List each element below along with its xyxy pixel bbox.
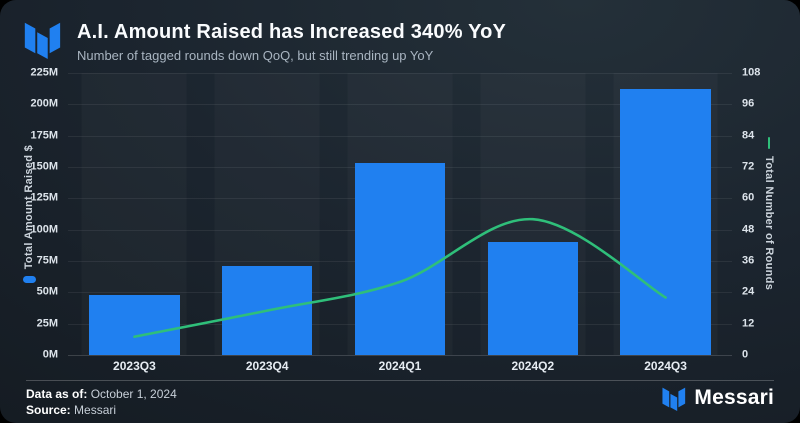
gridline: [68, 135, 732, 137]
bar-series-legend-icon: [22, 276, 36, 284]
bar-group-2023Q3: [68, 73, 201, 355]
gridline: [68, 104, 732, 106]
source-label: Source:: [26, 403, 71, 417]
data-as-of-label: Data as of:: [26, 387, 88, 401]
axis-tick-label: 125M: [30, 191, 58, 204]
gridline: [68, 355, 732, 356]
axis-tick-label: 0: [742, 348, 749, 361]
right-axis-title: Total Number of Rounds: [754, 73, 784, 355]
axis-tick-label: 25M: [36, 317, 58, 330]
data-as-of-line: Data as of: October 1, 2024: [26, 386, 177, 402]
axis-tick-label: 36: [742, 254, 755, 267]
axis-tick-label: 100M: [30, 223, 58, 236]
x-axis-label-2024Q1: 2024Q1: [378, 359, 422, 373]
source-line: Source: Messari: [26, 402, 177, 418]
footer-divider: [26, 380, 774, 381]
x-axis-label-2023Q3: 2023Q3: [113, 359, 156, 373]
brand-name: Messari: [694, 385, 774, 409]
x-axis-label-2024Q3: 2024Q3: [644, 359, 687, 373]
left-axis-title: Total Amount Raised $: [14, 73, 44, 355]
axis-tick-label: 150M: [30, 160, 58, 173]
axis-tick-label: 84: [742, 129, 755, 142]
bar-2024Q2: [487, 242, 578, 355]
axis-tick-label: 0M: [42, 348, 58, 361]
rounds-line-layer: [133, 217, 667, 339]
axis-tick-label: 175M: [30, 129, 58, 142]
axis-tick-label: 200M: [30, 97, 58, 110]
bar-group-2024Q3: [599, 73, 732, 355]
footer-meta: Data as of: October 1, 2024 Source: Mess…: [26, 386, 177, 418]
line-series-legend-icon: [767, 137, 771, 150]
messari-logo-icon: [662, 387, 686, 411]
axis-tick-label: 96: [742, 97, 755, 110]
axis-tick-label: 60: [742, 191, 755, 204]
x-axis-label-2023Q4: 2023Q4: [245, 359, 289, 373]
axis-tick-label: 108: [742, 66, 761, 79]
source-value: Messari: [70, 403, 117, 417]
brand-lockup: Messari: [661, 384, 774, 411]
right-axis-ticks: 108 96 84 72 60 48 36 24 12 0: [742, 67, 786, 360]
axis-tick-label: 50M: [36, 285, 58, 298]
axis-tick-label: 75M: [36, 254, 58, 267]
gridline: [68, 73, 732, 74]
page-title: A.I. Amount Raised has Increased 340% Yo…: [77, 21, 507, 43]
rounds-line: [133, 217, 667, 339]
axis-tick-label: 24: [742, 285, 755, 298]
axis-tick-label: 12: [742, 317, 755, 330]
x-axis-labels: 2023Q3 2023Q4 2024Q1 2024Q2 2024Q3: [68, 359, 732, 373]
axis-tick-label: 48: [742, 223, 755, 236]
bar-group-2024Q1: [334, 73, 467, 355]
data-as-of-value: October 1, 2024: [87, 387, 177, 401]
right-axis-title-label: Total Number of Rounds: [763, 156, 775, 291]
bar-2023Q3: [89, 294, 180, 355]
left-axis-ticks: 225M 200M 175M 150M 125M 100M 75M 50M 25M 0M: [0, 67, 58, 360]
bar-2024Q1: [354, 163, 446, 355]
page-subtitle: Number of tagged rounds down QoQ, but st…: [77, 48, 434, 63]
axis-tick-label: 225M: [30, 66, 58, 79]
messari-logo-icon: [24, 22, 61, 59]
plot-area: [68, 73, 732, 356]
axis-tick-label: 72: [742, 160, 755, 173]
x-axis-label-2024Q2: 2024Q2: [511, 359, 555, 373]
bar-group-2024Q2: [466, 73, 599, 355]
bar-2024Q3: [620, 89, 711, 355]
